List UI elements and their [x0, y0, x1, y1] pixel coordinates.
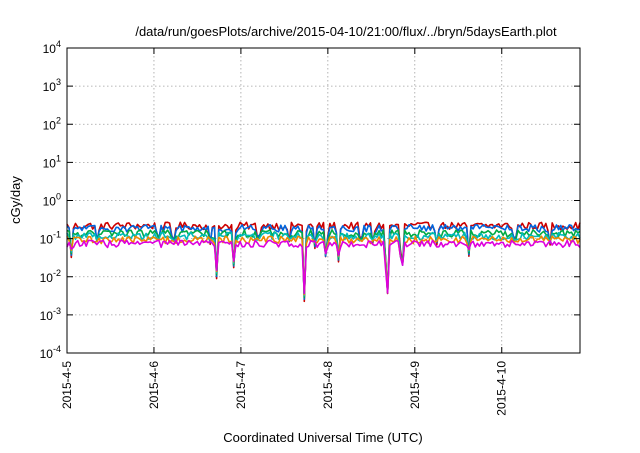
y-tick-label: 10-3: [40, 306, 61, 323]
y-tick-label: 100: [43, 192, 61, 209]
series-layer: [66, 221, 581, 303]
x-tick-label: 2015-4-9: [408, 361, 422, 409]
series-line-6: [66, 239, 581, 295]
y-axis-label: cGy/day: [8, 176, 23, 224]
x-axis-label: Coordinated Universal Time (UTC): [223, 430, 422, 445]
y-tick-label: 10-4: [40, 344, 61, 361]
x-tick-label: 2015-4-7: [234, 361, 248, 409]
series-line-2: [66, 223, 581, 300]
series-line-3: [66, 229, 581, 299]
x-tick-label: 2015-4-10: [495, 361, 509, 416]
grid: [67, 48, 580, 353]
y-tick-label: 103: [43, 77, 61, 94]
series-line-5: [66, 235, 581, 296]
y-tick-label: 10-1: [40, 230, 61, 247]
y-tick-label: 104: [43, 39, 61, 56]
y-tick-label: 102: [43, 115, 61, 132]
y-tick-label: 101: [43, 153, 61, 170]
x-tick-label: 2015-4-8: [321, 361, 335, 409]
x-tick-label: 2015-4-6: [147, 361, 161, 409]
series-line-1: [66, 221, 581, 303]
y-tick-label: 10-2: [40, 268, 61, 285]
x-tick-label: 2015-4-5: [60, 361, 74, 409]
chart-title: /data/run/goesPlots/archive/2015-04-10/2…: [135, 24, 557, 39]
